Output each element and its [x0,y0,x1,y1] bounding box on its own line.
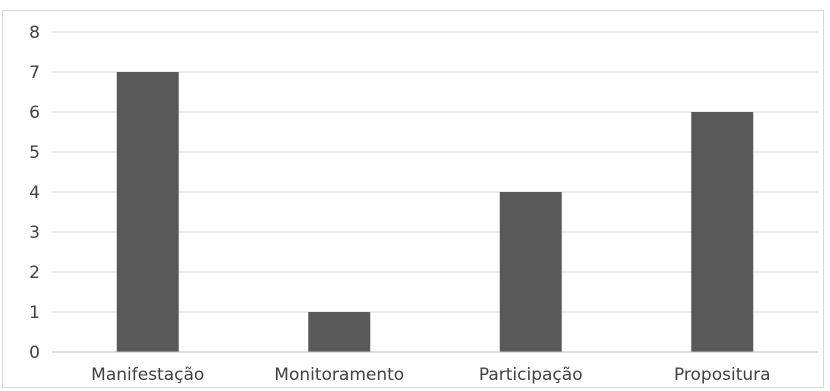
y-tick-label: 0 [29,343,40,363]
y-tick-label: 6 [29,103,40,123]
y-tick-label: 8 [29,23,40,43]
category-label: Monitoramento [274,365,404,385]
bar-manifestação [116,72,179,352]
category-label: Participação [479,365,583,385]
bar-propositura [691,112,754,352]
category-label: Propositura [674,365,771,385]
y-axis-ticks: 0 1 2 3 4 5 6 7 8 [29,23,40,363]
y-tick-label: 4 [29,183,40,203]
bars [116,72,754,352]
y-tick-label: 7 [29,63,40,83]
y-tick-label: 3 [29,223,40,243]
y-tick-label: 5 [29,143,40,163]
y-tick-label: 2 [29,263,40,283]
bar-participação [499,192,562,352]
gridlines [52,31,818,313]
y-tick-label: 1 [29,303,40,323]
x-axis-categories: Manifestação Monitoramento Participação Pro… [91,365,770,385]
category-label: Manifestação [91,365,204,385]
bar-monitoramento [308,312,371,352]
